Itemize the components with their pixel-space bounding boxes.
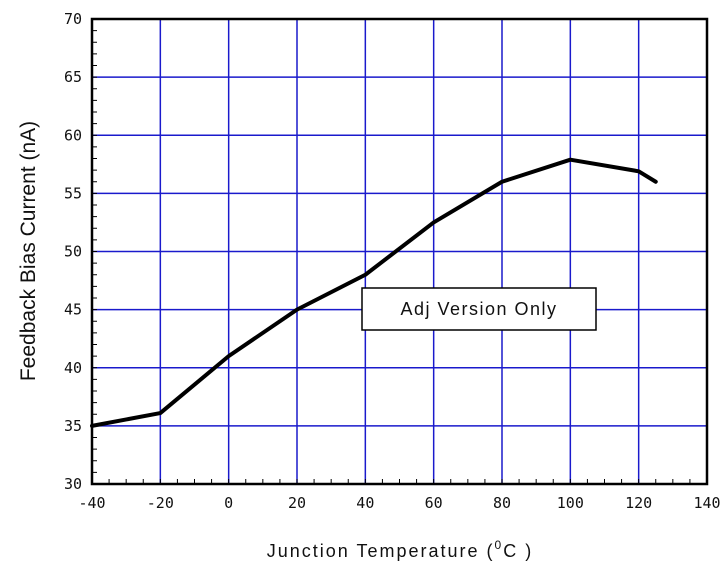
x-tick-label: 60 bbox=[425, 494, 443, 512]
y-axis-label: Feedback Bias Current (nA) bbox=[17, 121, 40, 381]
x-tick-label: 100 bbox=[557, 494, 584, 512]
x-tick-label: 120 bbox=[625, 494, 652, 512]
x-tick-label: 20 bbox=[288, 494, 306, 512]
y-tick-label: 60 bbox=[64, 126, 82, 144]
series-line bbox=[90, 157, 658, 428]
series-layer bbox=[90, 157, 658, 428]
x-axis-label-main: Junction Temperature ( bbox=[267, 541, 495, 561]
y-tick-label: 30 bbox=[64, 475, 82, 493]
y-tick-label: 45 bbox=[64, 301, 82, 319]
x-tick-label: 80 bbox=[493, 494, 511, 512]
x-axis-label: Junction Temperature (0C ) bbox=[267, 538, 533, 561]
y-tick-label: 70 bbox=[64, 10, 82, 28]
x-tick-label: -20 bbox=[147, 494, 174, 512]
y-tick-label: 50 bbox=[64, 243, 82, 261]
x-tick-label: -40 bbox=[78, 494, 105, 512]
x-axis-label-end: C ) bbox=[503, 541, 533, 561]
annotation-text: Adj Version Only bbox=[400, 299, 557, 319]
y-tick-label: 65 bbox=[64, 68, 82, 86]
plot-frame bbox=[90, 17, 709, 486]
grid bbox=[91, 18, 708, 485]
y-tick-label: 55 bbox=[64, 184, 82, 202]
x-axis-label-superscript: 0 bbox=[495, 538, 504, 552]
annotation-box: Adj Version Only bbox=[361, 287, 597, 331]
x-tick-label: 0 bbox=[224, 494, 233, 512]
y-tick-label: 35 bbox=[64, 417, 82, 435]
tick-labels: -40 -20 0 20 40 60 80 100 120 140 30 35 40 45 50 55 60 65… bbox=[64, 10, 721, 512]
x-tick-label: 40 bbox=[356, 494, 374, 512]
y-tick-label: 40 bbox=[64, 359, 82, 377]
x-tick-label: 140 bbox=[693, 494, 720, 512]
